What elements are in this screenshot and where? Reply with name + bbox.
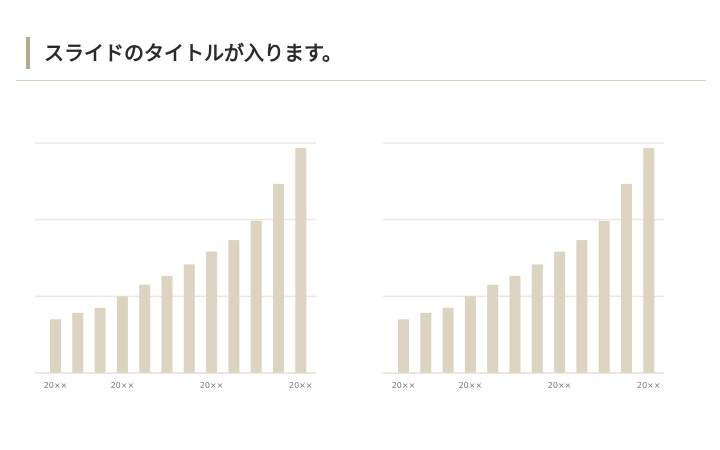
- bar: [576, 240, 588, 373]
- bar-chart-left: 20×× 20×× 20×× 20××: [35, 142, 316, 390]
- bar: [250, 220, 262, 373]
- x-tick-label: 20××: [111, 381, 135, 390]
- bar: [554, 251, 566, 373]
- bar: [183, 264, 195, 373]
- x-tick-label: 20××: [289, 381, 313, 390]
- bar: [442, 307, 454, 373]
- bar: [531, 264, 543, 373]
- bar: [94, 307, 106, 373]
- bar: [206, 251, 218, 373]
- bar-chart-right: 20×× 20×× 20×× 20××: [383, 142, 664, 390]
- bar: [598, 220, 610, 373]
- bar: [72, 312, 84, 373]
- bar: [621, 183, 632, 373]
- x-tick-label: 20××: [392, 381, 416, 390]
- bar: [464, 296, 476, 373]
- bar: [509, 275, 521, 373]
- bar: [228, 240, 240, 373]
- bar: [50, 319, 61, 373]
- bar: [161, 275, 173, 373]
- slide-title: スライドのタイトルが入ります。: [44, 41, 342, 65]
- bar: [643, 148, 655, 373]
- bar: [273, 183, 284, 373]
- bar: [116, 296, 128, 373]
- bar: [420, 312, 432, 373]
- x-tick-label: 20××: [548, 381, 572, 390]
- x-tick-label: 20××: [200, 381, 224, 390]
- x-tick-label: 20××: [44, 381, 68, 390]
- title-divider: [16, 80, 706, 81]
- bar: [295, 148, 307, 373]
- x-tick-label: 20××: [637, 381, 661, 390]
- bar: [398, 319, 409, 373]
- x-tick-label: 20××: [459, 381, 483, 390]
- bar: [487, 284, 499, 373]
- title-accent-bar: [26, 37, 30, 69]
- bar: [139, 284, 151, 373]
